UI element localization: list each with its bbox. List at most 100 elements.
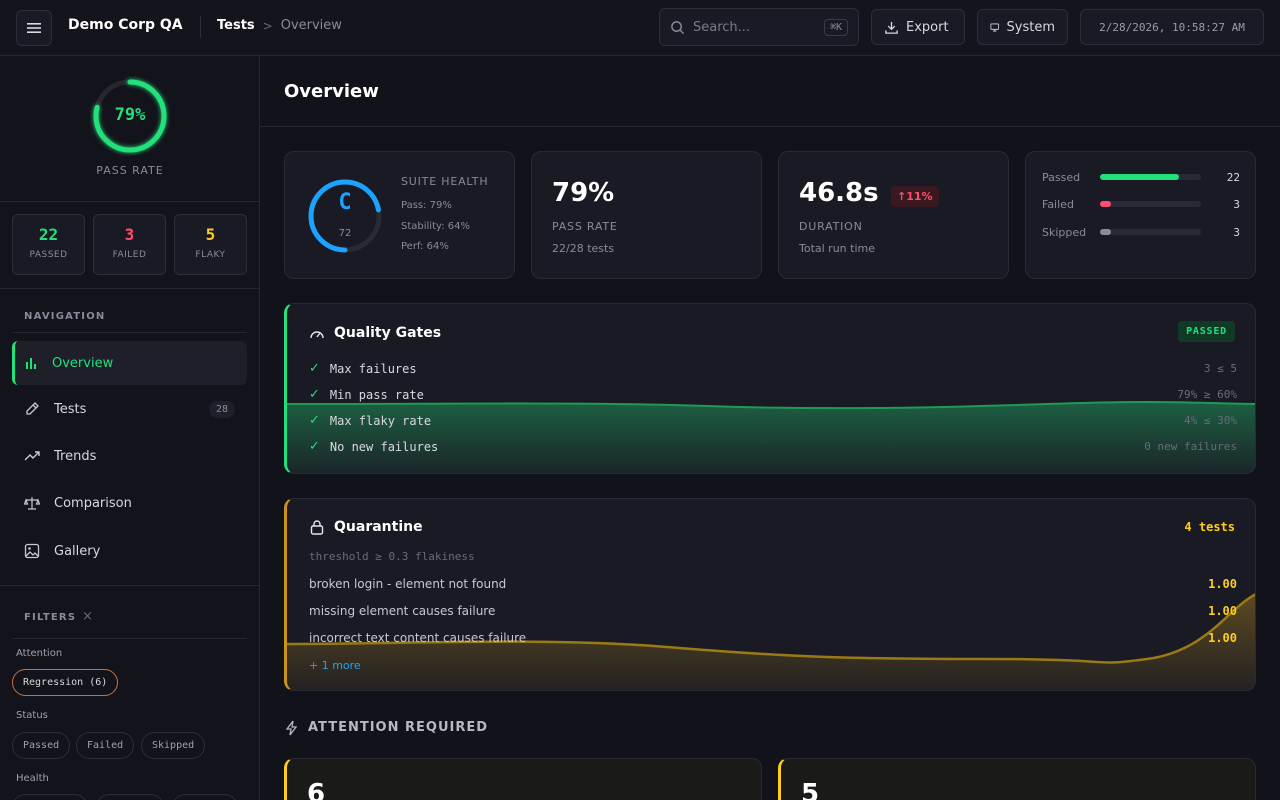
quarantine-row[interactable]: incorrect text content causes failure 1.… (309, 631, 1237, 645)
export-button[interactable]: Export (871, 9, 965, 45)
attention-card-value: 5 (801, 779, 820, 800)
sidebar-item-label: Gallery (54, 543, 101, 559)
stat-flaky-label: FLAKY (195, 250, 226, 260)
health-filter-label: Health (16, 773, 49, 784)
stat-flaky[interactable]: 5 FLAKY (174, 214, 247, 275)
sidebar-item-label: Tests (54, 401, 87, 417)
download-icon (885, 21, 898, 34)
sidebar-item-label: Comparison (54, 495, 132, 511)
gate-value: 0 new failures (1144, 440, 1237, 453)
gate-row: ✓ Max flaky rate 4% ≤ 30% (309, 413, 1237, 428)
divider (0, 201, 260, 202)
quarantine-row[interactable]: missing element causes failure 1.00 (309, 604, 1237, 618)
duration-kpi-sub: Total run time (799, 242, 876, 255)
export-label: Export (906, 19, 949, 35)
search-shortcut: ⌘K (823, 18, 848, 36)
pass-rate-kpi: 79% (552, 178, 615, 208)
breakdown-value: 3 (1233, 197, 1240, 211)
search-input[interactable]: Search... ⌘K (659, 8, 859, 46)
gate-name: No new failures (329, 439, 439, 454)
attention-filter-label: Attention (16, 648, 63, 659)
theme-button[interactable]: System (977, 9, 1068, 45)
stat-failed[interactable]: 3 FAILED (93, 214, 166, 275)
breadcrumb: Tests > Overview (217, 18, 342, 33)
gate-row: ✓ Max failures 3 ≤ 5 (309, 361, 1237, 376)
divider (0, 288, 260, 289)
suite-health-card[interactable]: C 72 SUITE HEALTH Pass: 79% Stability: 6… (284, 151, 515, 279)
chip-failed[interactable]: Failed (76, 732, 135, 759)
sidebar-item-gallery[interactable]: Gallery (12, 529, 247, 573)
attention-card[interactable]: 5 (778, 758, 1256, 800)
quarantine-score: 1.00 (1208, 631, 1237, 645)
timestamp: 2/28/2026, 10:58:27 AM (1080, 9, 1264, 45)
stat-passed[interactable]: 22 PASSED (12, 214, 85, 275)
duration-card[interactable]: 46.8s ↑11% DURATION Total run time (778, 151, 1009, 279)
attention-card-value: 6 (307, 779, 326, 800)
sidebar-item-tests[interactable]: Tests 28 (12, 387, 247, 431)
breadcrumb-separator: > (262, 18, 273, 33)
image-icon (24, 543, 40, 559)
header-divider (200, 16, 201, 38)
breakdown-label: Passed (1042, 170, 1081, 184)
attention-title: ATTENTION REQUIRED (308, 720, 489, 735)
quarantine-score: 1.00 (1208, 577, 1237, 591)
chip-passed[interactable]: Passed (12, 732, 71, 759)
sidebar-item-overview[interactable]: Overview (12, 341, 247, 385)
top-bar: Demo Corp QA Tests > Overview Search... … (0, 0, 1280, 56)
sidebar-item-comparison[interactable]: Comparison (12, 481, 247, 525)
duration-kpi: 46.8s (799, 178, 879, 208)
suite-health-title: SUITE HEALTH (401, 175, 489, 188)
hamburger-icon (27, 23, 41, 33)
gate-name: Min pass rate (329, 387, 424, 402)
trending-up-icon (24, 451, 40, 461)
attention-card[interactable]: 6 (284, 758, 762, 800)
quarantine-sparkline (287, 593, 1255, 690)
stat-flaky-value: 5 (205, 225, 216, 244)
chip-skipped[interactable]: Skipped (141, 732, 206, 759)
sidebar-item-trends[interactable]: Trends (12, 434, 247, 478)
brand-name[interactable]: Demo Corp QA (68, 17, 183, 33)
progress-track (1100, 201, 1201, 207)
progress-track (1100, 229, 1201, 235)
breadcrumb-tests[interactable]: Tests (217, 18, 255, 33)
gate-value: 3 ≤ 5 (1203, 362, 1237, 375)
breakdown-failed: Failed 3 (1042, 197, 1240, 211)
quarantine-more-link[interactable]: + 1 more (309, 659, 361, 672)
gates-sparkline (287, 400, 1255, 473)
monitor-icon (990, 23, 1000, 31)
search-icon (671, 20, 685, 34)
main-content: Overview C 72 SUITE HEALTH Pass: 79% Sta… (260, 56, 1280, 800)
breakdown-label: Skipped (1042, 225, 1087, 239)
quarantine-test-name: broken login - element not found (309, 577, 507, 591)
breakdown-card[interactable]: Passed 22 Failed 3 Skipped 3 (1025, 151, 1256, 279)
chip-health[interactable] (96, 794, 164, 800)
quarantine-threshold: threshold ≥ 0.3 flakiness (309, 550, 475, 563)
breakdown-value: 22 (1226, 170, 1240, 184)
clear-filters-icon[interactable]: × (82, 609, 93, 624)
gauge-icon (310, 331, 324, 339)
chip-health[interactable] (12, 794, 88, 800)
quarantine-count: 4 tests (1184, 520, 1235, 534)
progress-fill (1100, 201, 1111, 207)
health-pass: Pass: 79% (401, 200, 452, 211)
check-icon: ✓ (309, 413, 320, 428)
divider (0, 585, 260, 586)
health-grade: C (338, 190, 352, 215)
chip-regression[interactable]: Regression (6) (12, 669, 119, 696)
chip-health[interactable] (172, 794, 238, 800)
quarantine-row[interactable]: broken login - element not found 1.00 (309, 577, 1237, 591)
flask-icon (26, 402, 39, 415)
quarantine-panel: Quarantine 4 tests threshold ≥ 0.3 flaki… (284, 498, 1256, 691)
stat-passed-value: 22 (38, 225, 59, 244)
tests-count-badge: 28 (208, 400, 235, 418)
progress-fill (1100, 229, 1111, 235)
stat-passed-label: PASSED (29, 250, 68, 260)
status-filter-label: Status (16, 710, 48, 721)
pass-rate-card[interactable]: 79% PASS RATE 22/28 tests (531, 151, 762, 279)
breakdown-skipped: Skipped 3 (1042, 225, 1240, 239)
gate-row: ✓ Min pass rate 79% ≥ 60% (309, 387, 1237, 402)
health-score-ring (308, 179, 382, 253)
menu-button[interactable] (16, 10, 52, 46)
duration-delta-badge: ↑11% (891, 186, 939, 207)
stat-failed-value: 3 (124, 225, 135, 244)
